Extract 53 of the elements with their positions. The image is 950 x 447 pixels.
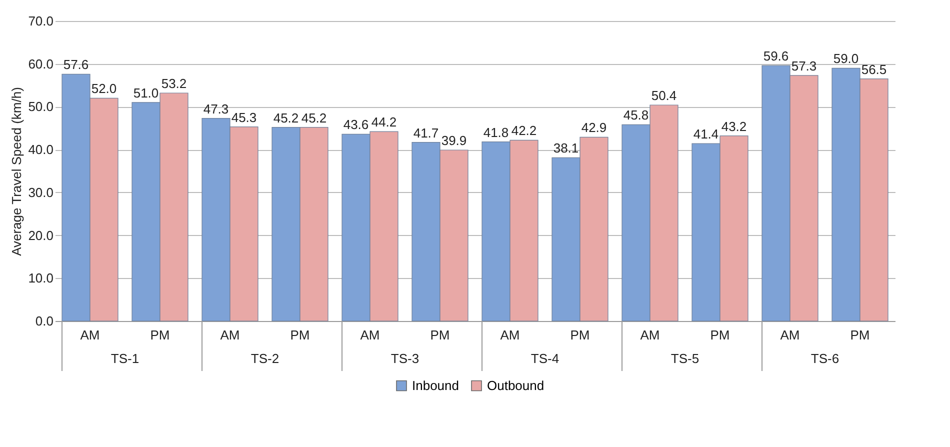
y-tick-label: 60.0 xyxy=(28,56,54,72)
text: TS-2 xyxy=(250,351,280,366)
data-label: 57.3 xyxy=(791,58,817,74)
data-label: 45.8 xyxy=(623,108,649,123)
data-label: 39.9 xyxy=(441,133,467,148)
data-label: 42.9 xyxy=(581,120,607,136)
data-label: 59.6 xyxy=(763,48,789,64)
y-axis-title: Average Travel Speed (km/h) xyxy=(9,87,24,256)
x-tick-label: PM xyxy=(570,328,590,342)
data-label: 57.6 xyxy=(63,57,89,72)
text: TS-5 xyxy=(670,351,700,366)
data-label: 45.3 xyxy=(231,110,257,125)
data-label: 42.2 xyxy=(511,123,537,138)
data-label: 38.1 xyxy=(553,140,579,156)
data-label: 44.2 xyxy=(371,114,397,130)
data-label: 41.4 xyxy=(693,126,719,142)
x-tick-label: PM xyxy=(430,328,450,342)
y-tick-label: 0.0 xyxy=(35,314,54,328)
legend-label: Inbound xyxy=(412,378,459,393)
text: TS-4 xyxy=(530,351,560,366)
data-label: 41.8 xyxy=(483,124,509,140)
y-tick-label: 10.0 xyxy=(28,270,54,286)
x-tick-label: AM xyxy=(80,328,100,342)
data-label: 43.2 xyxy=(721,118,747,134)
data-label: 41.7 xyxy=(413,125,439,140)
x-tick-label: PM xyxy=(150,328,170,342)
data-label: 50.4 xyxy=(651,88,677,103)
text: TS-3 xyxy=(390,351,420,366)
y-tick-label: 30.0 xyxy=(28,184,54,200)
x-tick-label: AM xyxy=(780,328,800,342)
data-label: 53.2 xyxy=(161,76,187,91)
data-label: 52.0 xyxy=(91,81,117,96)
x-tick-label: PM xyxy=(850,328,870,342)
data-label: 45.2 xyxy=(273,110,299,126)
y-tick-label: 20.0 xyxy=(28,228,54,243)
x-tick-label: AM xyxy=(500,328,520,342)
data-label: 43.6 xyxy=(343,117,369,132)
data-label: 51.0 xyxy=(133,85,159,100)
data-label: 45.2 xyxy=(301,110,327,126)
x-tick-label: PM xyxy=(290,328,310,342)
text: TS-1 xyxy=(110,351,140,366)
x-tick-label: AM xyxy=(220,328,240,342)
data-label: 56.5 xyxy=(861,62,887,77)
x-tick-label: AM xyxy=(360,328,380,342)
y-tick-label: 70.0 xyxy=(28,14,54,28)
data-label: 59.0 xyxy=(833,51,859,66)
y-tick-label: 40.0 xyxy=(28,142,54,158)
legend-label: Outbound xyxy=(487,378,544,393)
x-tick-label: PM xyxy=(710,328,730,342)
text: TS-6 xyxy=(810,351,840,366)
y-tick-label: 50.0 xyxy=(28,99,54,114)
x-tick-label: AM xyxy=(640,328,660,342)
data-label: 47.3 xyxy=(203,101,229,116)
